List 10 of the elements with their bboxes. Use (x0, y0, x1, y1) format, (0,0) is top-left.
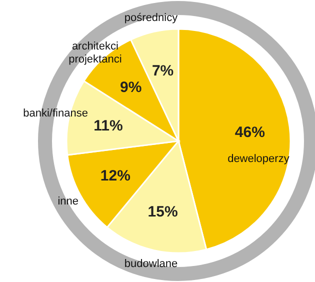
data-label: 11% (94, 117, 123, 134)
data-label: 12% (100, 168, 130, 185)
data-label: 7% (152, 62, 174, 80)
data-label: 9% (120, 78, 142, 96)
data-label: 15% (148, 203, 178, 220)
data-label: 46% (234, 124, 265, 141)
slice-label: inne (58, 196, 78, 208)
slice-label: pośrednicy (124, 12, 178, 24)
slice-label: banki/finanse (23, 108, 88, 120)
slice-label: budowlane (124, 258, 178, 270)
